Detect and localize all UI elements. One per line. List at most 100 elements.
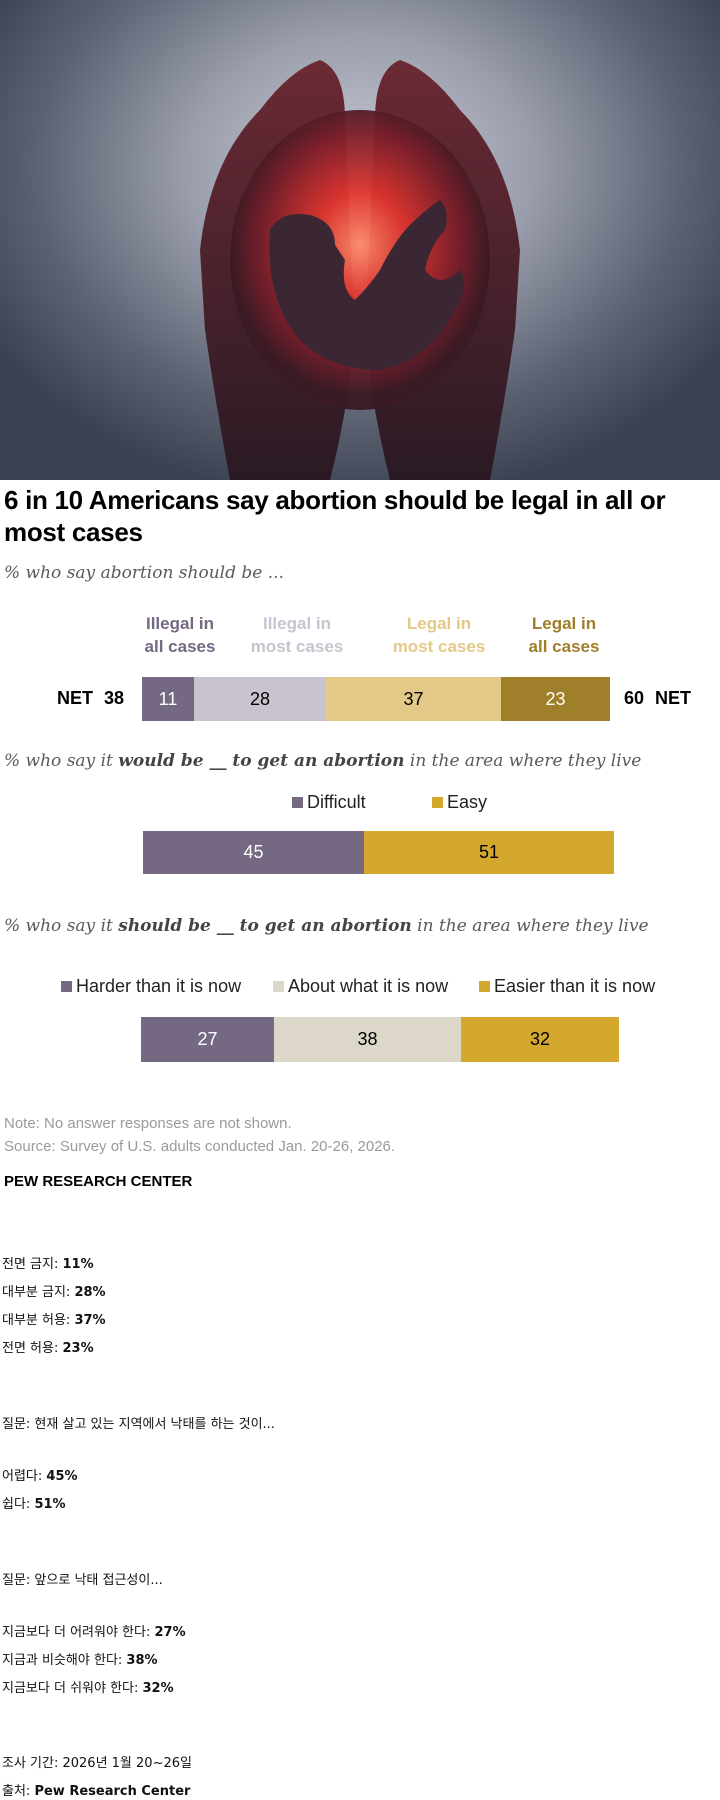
abortion-access-current-bar: 45 51	[143, 831, 614, 874]
category-header-line: all cases	[144, 637, 216, 656]
kr-item-value: 38%	[126, 1653, 158, 1668]
abortion-access-preference-bar: 27 38 32	[141, 1017, 619, 1062]
kr-item-value: 27%	[154, 1625, 186, 1640]
kr-item-label: 대부분 허용:	[2, 1313, 75, 1328]
legend-label: About what it is now	[288, 976, 449, 996]
legend-swatch-difficult	[292, 797, 303, 808]
legend-label: Easier than it is now	[494, 976, 656, 996]
kr-item-label: 지금과 비슷해야 한다:	[2, 1653, 127, 1668]
net-right: 60 NET	[624, 688, 691, 709]
kr-q3-item: 지금보다 더 어려워야 한다: 27%	[2, 1621, 186, 1640]
chart2-subtitle: % who say it would be __ to get an abort…	[4, 751, 641, 771]
bar-segment-legal-in-all-cases: 23	[501, 677, 610, 721]
kr-q3-item: 지금보다 더 쉬워야 한다: 32%	[2, 1677, 174, 1696]
kr-item-label: 지금보다 더 쉬워야 한다:	[2, 1681, 143, 1696]
category-header-line: Legal in	[406, 614, 472, 633]
kr-q3-item: 지금과 비슷해야 한다: 38%	[2, 1649, 158, 1668]
legend-difficult: Difficult	[292, 792, 366, 813]
kr-item-value: 37%	[74, 1313, 106, 1328]
data-label: 11	[158, 688, 178, 709]
kr-q1-item: 전면 허용: 23%	[2, 1337, 94, 1356]
data-label: 23	[545, 688, 566, 709]
kr-source: 출처: Pew Research Center	[2, 1780, 190, 1799]
legend-easier: Easier than it is now	[479, 976, 655, 997]
legend-about-same: About what it is now	[273, 976, 448, 997]
kr-item-value: 51%	[34, 1497, 66, 1512]
abortion-legality-bar: 11 28 37 23	[142, 677, 610, 721]
data-label: 28	[249, 688, 271, 709]
bar-segment-harder-than-it-is-now: 27	[141, 1017, 274, 1062]
kr-item-value: 45%	[46, 1469, 78, 1484]
kr-item-label: 지금보다 더 어려워야 한다:	[2, 1625, 155, 1640]
bar-segment-easy: 51	[364, 831, 614, 874]
note-text: Note: No answer responses are not shown.	[4, 1115, 292, 1132]
data-label: 32	[529, 1029, 551, 1049]
kr-q1-item: 대부분 금지: 28%	[2, 1281, 106, 1300]
legend-swatch-harder	[61, 981, 72, 992]
category-header-line: Illegal in	[262, 614, 332, 633]
kr-q1-item: 대부분 허용: 37%	[2, 1309, 106, 1328]
bar-segment-difficult: 45	[143, 831, 364, 874]
category-header-line: Illegal in	[145, 614, 215, 633]
legend-easy: Easy	[432, 792, 487, 813]
legend-label: Easy	[447, 792, 488, 812]
data-label: 27	[197, 1029, 218, 1049]
hands-fetus-illustration	[200, 60, 520, 480]
net-right-value: 60	[624, 688, 645, 708]
bar-segment-illegal-in-all-cases: 11	[142, 677, 194, 721]
chart1-subtitle: % who say abortion should be ...	[4, 563, 284, 583]
category-header-line: all cases	[528, 637, 600, 656]
kr-q2-question: 질문: 현재 살고 있는 지역에서 낙태를 하는 것이...	[2, 1417, 275, 1432]
data-label: 37	[403, 688, 424, 709]
kr-item-value: 23%	[62, 1341, 94, 1356]
legend-harder: Harder than it is now	[61, 976, 241, 997]
net-left: NET 38	[57, 688, 124, 709]
net-left-label: NET	[57, 688, 93, 708]
source-text: Source: Survey of U.S. adults conducted …	[4, 1138, 396, 1155]
kr-q2-item: 쉽다: 51%	[2, 1493, 66, 1512]
category-header-illegal-most: Illegal in most cases	[238, 612, 356, 658]
subtitle-part: in the area where they live	[411, 916, 649, 936]
legend-swatch-about-same	[273, 981, 284, 992]
category-header-line: most cases	[392, 637, 486, 656]
category-header-line: Legal in	[531, 614, 597, 633]
legend-label: Harder than it is now	[76, 976, 242, 996]
subtitle-part: in the area where they live	[404, 751, 642, 771]
bar-segment-easier-than-it-is-now: 32	[461, 1017, 619, 1062]
data-label: 45	[243, 842, 264, 862]
kr-item-value: 11%	[62, 1257, 94, 1272]
kr-q2-item: 어렵다: 45%	[2, 1465, 78, 1484]
kr-item-value: 28%	[74, 1285, 106, 1300]
legend-label: Difficult	[307, 792, 366, 812]
subtitle-part: % who say it	[4, 916, 119, 936]
kr-item-label: 어렵다:	[2, 1469, 47, 1484]
subtitle-emphasis: should be __ to get an abortion	[118, 916, 412, 936]
net-right-label: NET	[655, 688, 692, 708]
kr-item-label: 쉽다:	[2, 1497, 35, 1512]
chart3-subtitle: % who say it should be __ to get an abor…	[4, 916, 649, 936]
data-label: 51	[478, 842, 500, 862]
kr-q3-question: 질문: 앞으로 낙태 접근성이...	[2, 1573, 163, 1588]
bar-segment-illegal-in-most-cases: 28	[194, 677, 326, 721]
kr-item-label: 전면 허용:	[2, 1341, 63, 1356]
category-header-legal-all: Legal in all cases	[514, 612, 614, 658]
data-label: 38	[357, 1029, 378, 1049]
kr-q1-item: 전면 금지: 11%	[2, 1253, 94, 1272]
kr-source-value: Pew Research Center	[34, 1784, 191, 1799]
bar-segment-legal-in-most-cases: 37	[326, 677, 501, 721]
category-header-legal-most: Legal in most cases	[380, 612, 498, 658]
pew-logo-text: PEW RESEARCH CENTER	[4, 1173, 193, 1190]
category-header-line: most cases	[250, 637, 344, 656]
kr-item-label: 대부분 금지:	[2, 1285, 75, 1300]
chart-title: 6 in 10 Americans say abortion should be…	[4, 485, 666, 547]
hero-photo	[0, 0, 720, 480]
kr-item-value: 32%	[142, 1681, 174, 1696]
subtitle-part: % who say it	[4, 751, 119, 771]
subtitle-emphasis: would be __ to get an abortion	[118, 751, 405, 771]
bar-segment-about-what-it-is-now: 38	[274, 1017, 461, 1062]
legend-swatch-easy	[432, 797, 443, 808]
kr-source-label: 출처:	[2, 1784, 35, 1799]
kr-period: 조사 기간: 2026년 1월 20~26일	[2, 1756, 192, 1771]
legend-swatch-easier	[479, 981, 490, 992]
kr-item-label: 전면 금지:	[2, 1257, 63, 1272]
